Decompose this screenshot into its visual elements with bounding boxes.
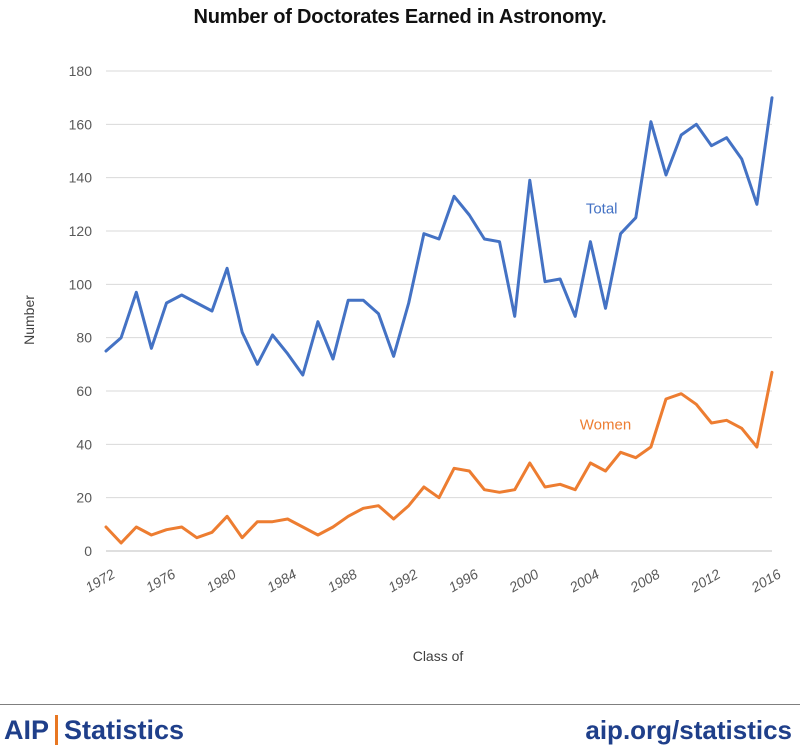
footer-url[interactable]: aip.org/statistics xyxy=(585,714,792,745)
x-axis-label: Class of xyxy=(413,648,464,664)
x-tick-label: 1984 xyxy=(264,566,299,596)
x-tick-label: 1988 xyxy=(325,566,360,596)
x-tick-label: 1980 xyxy=(204,566,239,596)
aip-statistics-logo: AIP Statistics xyxy=(4,712,184,748)
x-tick-label: 2016 xyxy=(748,566,784,596)
y-tick-label: 180 xyxy=(69,63,93,79)
y-tick-label: 40 xyxy=(76,436,92,452)
y-tick-label: 0 xyxy=(84,543,92,559)
y-tick-label: 140 xyxy=(69,170,93,186)
x-tick-label: 2012 xyxy=(687,566,723,596)
footer-divider xyxy=(0,704,800,705)
y-tick-label: 160 xyxy=(69,116,93,132)
x-tick-label: 1992 xyxy=(385,566,420,596)
series-line-women xyxy=(104,370,774,545)
x-tick-label: 1996 xyxy=(446,566,481,596)
chart-area: 0 20 40 60 80 100 120 140 160 180 1972 1976 1980 198… xyxy=(21,63,784,664)
x-tick-label: 2000 xyxy=(505,566,541,596)
y-tick-label: 60 xyxy=(76,383,92,399)
series-label-women: Women xyxy=(580,417,631,434)
y-tick-label: 120 xyxy=(69,223,93,239)
logo-aip: AIP xyxy=(4,714,50,745)
x-tick-label: 1976 xyxy=(143,566,178,596)
x-axis-ticks: 1972 1976 1980 1984 1988 1992 1996 2000 2004 2008… xyxy=(83,566,784,596)
y-axis-ticks: 0 20 40 60 80 100 120 140 160 180 xyxy=(69,63,93,559)
series-label-total: Total xyxy=(586,201,618,218)
series-line-total xyxy=(104,96,774,377)
y-tick-label: 20 xyxy=(76,490,92,506)
x-tick-label: 2008 xyxy=(627,566,663,596)
chart-title: Number of Doctorates Earned in Astronomy… xyxy=(193,6,607,28)
logo-statistics: Statistics xyxy=(64,714,185,745)
series-lines xyxy=(104,96,774,545)
grid-lines xyxy=(106,70,772,552)
logo-separator xyxy=(55,715,59,745)
x-tick-label: 2004 xyxy=(566,566,602,596)
x-tick-label: 1972 xyxy=(83,566,118,596)
y-tick-label: 100 xyxy=(69,276,93,292)
y-axis-label: Number xyxy=(21,295,37,345)
y-tick-label: 80 xyxy=(76,330,92,346)
